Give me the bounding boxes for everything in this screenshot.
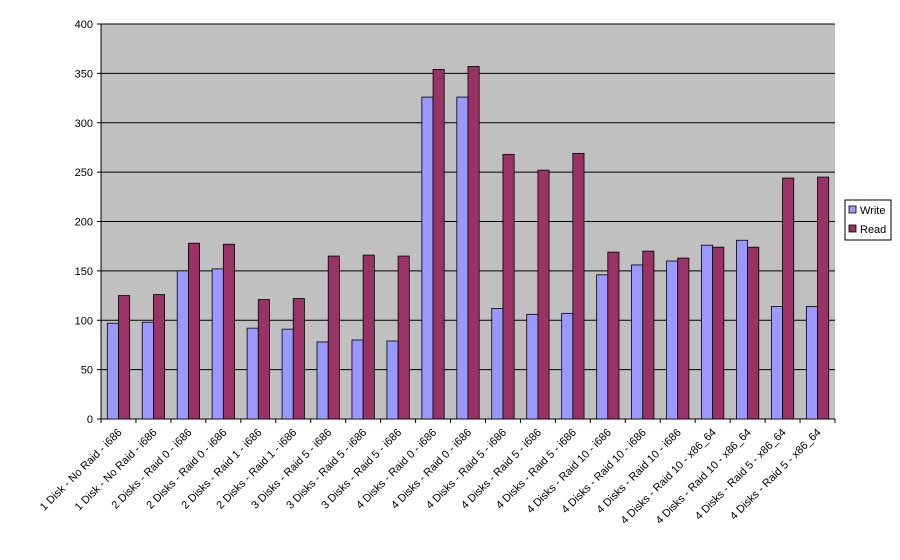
y-tick-label: 200	[75, 217, 93, 229]
bar	[502, 153, 515, 420]
bar	[736, 239, 749, 420]
bar	[526, 313, 539, 420]
bar	[805, 306, 818, 420]
bar	[491, 307, 504, 420]
bar	[712, 246, 725, 420]
bar	[118, 295, 131, 420]
legend-swatch	[848, 224, 857, 233]
bar	[141, 321, 154, 420]
bar	[631, 264, 644, 420]
y-tick-label: 150	[75, 266, 93, 278]
bar	[572, 152, 585, 420]
bar	[257, 299, 270, 420]
bar	[537, 169, 550, 420]
y-tick-label: 0	[87, 414, 93, 426]
bar	[386, 340, 399, 420]
bar	[467, 66, 480, 420]
bar	[666, 260, 679, 420]
legend-box	[844, 199, 892, 241]
bar	[770, 306, 783, 420]
bar	[782, 177, 795, 420]
y-tick-label: 100	[75, 315, 93, 327]
bar	[176, 270, 189, 420]
y-tick-label: 350	[75, 68, 93, 80]
y-tick-label: 400	[75, 19, 93, 31]
bar	[316, 341, 329, 420]
legend-label: Read	[860, 224, 886, 236]
y-tick-label: 50	[81, 365, 93, 377]
bar	[421, 96, 434, 420]
bar	[362, 254, 375, 420]
bar	[397, 255, 410, 420]
bar	[607, 251, 620, 420]
bar	[281, 328, 294, 420]
bar	[642, 250, 655, 420]
bar	[817, 176, 830, 420]
bar	[327, 255, 340, 420]
bar	[747, 246, 760, 420]
bar	[153, 294, 166, 420]
bar	[456, 96, 469, 420]
bar	[246, 327, 259, 420]
bar	[561, 312, 574, 420]
bar	[187, 242, 200, 420]
bar	[596, 274, 609, 420]
bar	[292, 298, 305, 420]
bar	[106, 322, 119, 420]
bar	[432, 69, 445, 420]
bar	[222, 243, 235, 420]
y-tick-label: 300	[75, 118, 93, 130]
legend-swatch	[848, 205, 857, 214]
bar	[701, 244, 714, 420]
bar	[677, 257, 690, 420]
bar	[211, 268, 224, 420]
legend-label: Write	[860, 205, 885, 217]
y-tick-label: 250	[75, 167, 93, 179]
bar	[351, 339, 364, 420]
